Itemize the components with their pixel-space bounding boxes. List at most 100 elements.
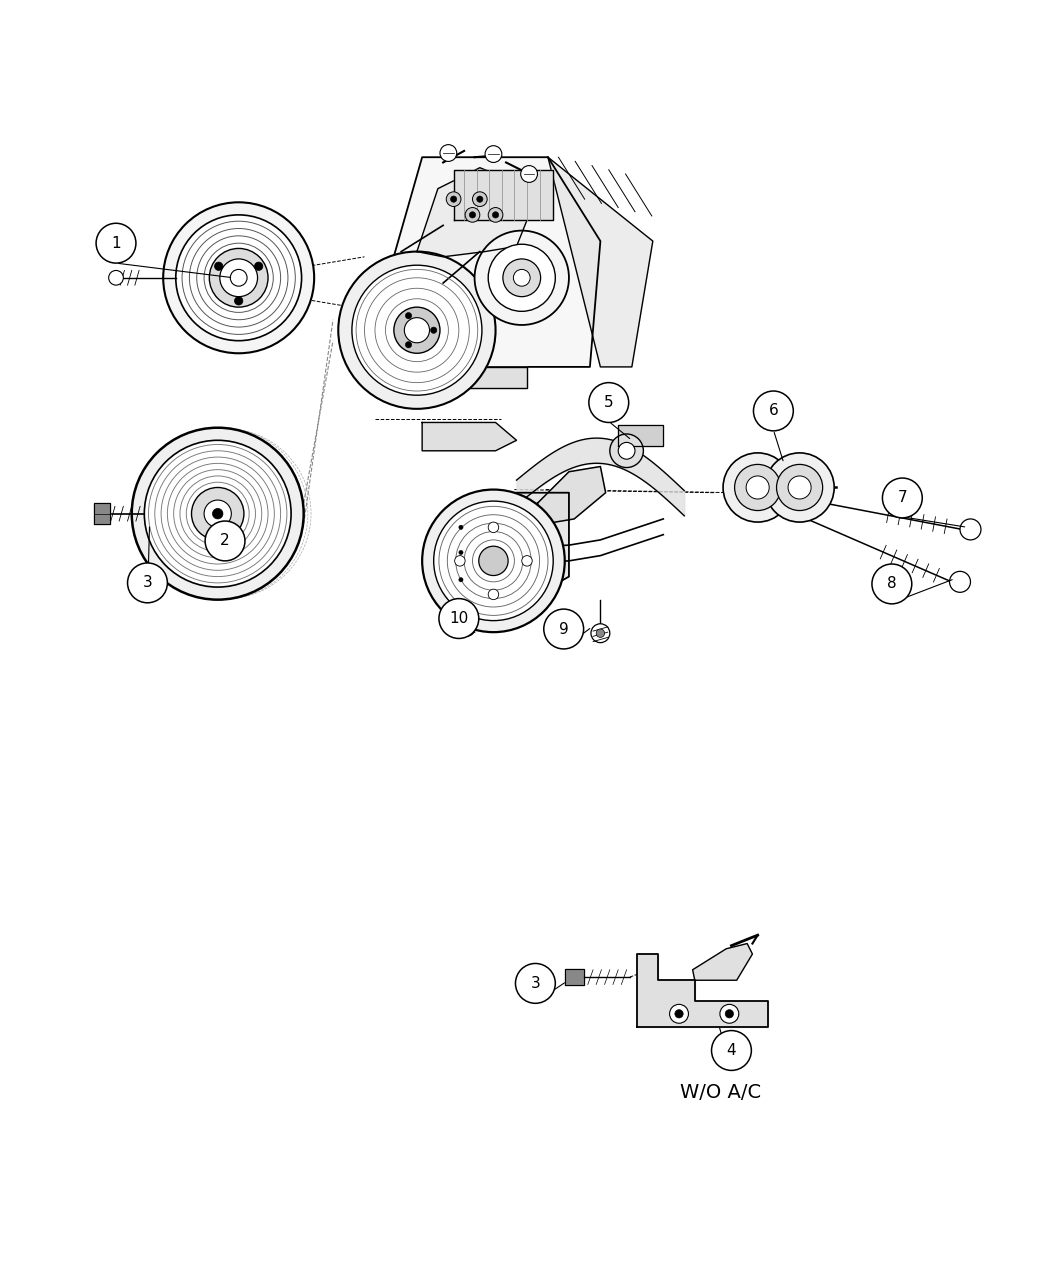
- Circle shape: [503, 258, 541, 297]
- Circle shape: [454, 555, 465, 567]
- Circle shape: [423, 490, 565, 632]
- Circle shape: [234, 297, 242, 306]
- Text: 2: 2: [220, 533, 230, 549]
- Circle shape: [144, 440, 291, 587]
- Circle shape: [469, 212, 475, 217]
- Circle shape: [204, 500, 231, 527]
- Circle shape: [454, 546, 467, 559]
- Circle shape: [474, 230, 569, 325]
- Circle shape: [589, 382, 628, 422]
- Circle shape: [711, 1031, 752, 1071]
- Circle shape: [544, 609, 584, 648]
- Circle shape: [215, 262, 222, 270]
- Circle shape: [446, 192, 461, 206]
- Circle shape: [96, 224, 136, 263]
- Circle shape: [754, 391, 794, 431]
- Circle shape: [456, 618, 475, 637]
- Circle shape: [220, 258, 257, 297]
- Circle shape: [192, 487, 243, 540]
- Polygon shape: [94, 503, 110, 524]
- Circle shape: [433, 501, 553, 620]
- Circle shape: [610, 434, 643, 468]
- Polygon shape: [565, 968, 584, 986]
- Polygon shape: [548, 157, 652, 367]
- Circle shape: [513, 270, 530, 286]
- Circle shape: [476, 196, 483, 202]
- Circle shape: [406, 341, 412, 348]
- Circle shape: [479, 546, 508, 576]
- Text: 6: 6: [768, 403, 778, 418]
- Text: 3: 3: [530, 976, 541, 991]
- Text: 3: 3: [142, 576, 153, 591]
- Circle shape: [669, 1004, 688, 1023]
- Circle shape: [109, 270, 123, 285]
- Circle shape: [210, 248, 268, 307]
- Polygon shape: [417, 168, 527, 257]
- Polygon shape: [619, 425, 663, 445]
- Polygon shape: [380, 367, 527, 388]
- Circle shape: [206, 521, 245, 561]
- Circle shape: [720, 1004, 739, 1023]
- Circle shape: [430, 327, 436, 334]
- Circle shape: [882, 478, 922, 518]
- Circle shape: [488, 244, 555, 311]
- Circle shape: [128, 563, 168, 602]
- Polygon shape: [637, 954, 768, 1027]
- Polygon shape: [538, 467, 606, 524]
- Circle shape: [352, 265, 482, 395]
- Polygon shape: [692, 944, 753, 980]
- Circle shape: [735, 464, 781, 510]
- Circle shape: [132, 427, 304, 600]
- Text: 1: 1: [112, 235, 121, 251]
- Circle shape: [458, 578, 463, 582]
- Circle shape: [163, 202, 314, 353]
- Circle shape: [454, 521, 467, 533]
- Polygon shape: [453, 170, 553, 220]
- Polygon shape: [453, 492, 569, 597]
- Circle shape: [176, 215, 301, 340]
- Circle shape: [619, 443, 635, 459]
- Circle shape: [515, 963, 555, 1003]
- Text: 10: 10: [449, 611, 468, 625]
- Circle shape: [472, 192, 487, 206]
- Polygon shape: [380, 157, 601, 367]
- Polygon shape: [423, 422, 516, 450]
- Circle shape: [488, 522, 499, 532]
- Circle shape: [406, 312, 412, 318]
- Circle shape: [591, 624, 610, 642]
- Circle shape: [950, 572, 971, 592]
- Circle shape: [405, 317, 429, 343]
- Circle shape: [777, 464, 823, 510]
- Circle shape: [254, 262, 262, 270]
- Circle shape: [725, 1009, 734, 1018]
- Circle shape: [338, 252, 495, 409]
- Circle shape: [438, 599, 479, 638]
- Circle shape: [872, 564, 912, 604]
- Text: 7: 7: [898, 490, 907, 505]
- Circle shape: [465, 207, 480, 223]
- Circle shape: [521, 165, 538, 183]
- Circle shape: [458, 526, 463, 530]
- Circle shape: [675, 1009, 683, 1018]
- Circle shape: [230, 270, 247, 286]
- Circle shape: [454, 573, 467, 586]
- Text: 9: 9: [559, 622, 568, 637]
- Circle shape: [765, 453, 834, 522]
- Circle shape: [213, 509, 223, 519]
- Text: W/O A/C: W/O A/C: [681, 1083, 762, 1102]
- Circle shape: [450, 196, 456, 202]
- Text: 4: 4: [726, 1042, 737, 1058]
- Circle shape: [485, 146, 502, 162]
- Circle shape: [723, 453, 793, 522]
- Circle shape: [746, 476, 769, 499]
- Polygon shape: [453, 509, 469, 597]
- Circle shape: [462, 623, 470, 631]
- Circle shape: [522, 555, 532, 567]
- Circle shape: [488, 590, 499, 600]
- Circle shape: [960, 519, 981, 540]
- Circle shape: [488, 207, 503, 223]
- Circle shape: [788, 476, 812, 499]
- Circle shape: [394, 307, 440, 353]
- Circle shape: [440, 145, 456, 161]
- Circle shape: [492, 212, 499, 217]
